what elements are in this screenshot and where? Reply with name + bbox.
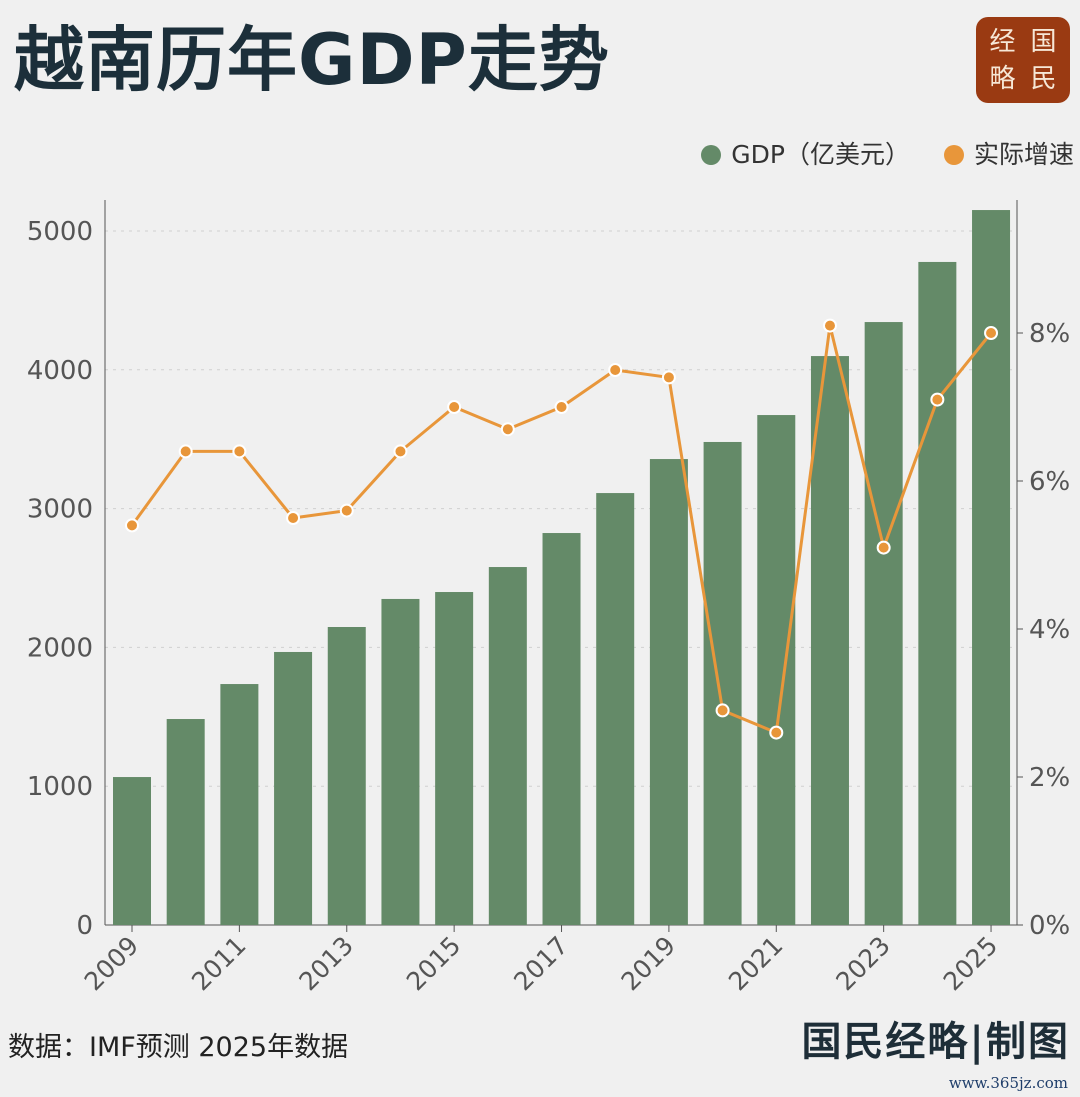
y-tick-label-left: 4000 [27, 356, 93, 386]
y-tick-label-left: 1000 [27, 772, 93, 802]
gdp-bar-2018 [596, 493, 635, 925]
gdp-bar-2013 [327, 626, 366, 925]
brand-signature: 国民经略|制图 [801, 1018, 1070, 1065]
gdp-bar-2021 [757, 415, 796, 925]
gdp-bar-2009 [113, 777, 151, 925]
y-tick-label-left: 5000 [27, 217, 93, 247]
growth-point-2017 [554, 400, 569, 414]
gdp-bar-2019 [649, 459, 688, 925]
x-tick-label: 2013 [294, 931, 359, 996]
growth-point-2013 [339, 503, 354, 518]
gdp-bar-2016 [488, 567, 527, 925]
growth-point-2022 [822, 318, 837, 333]
brand-logo: 经 国 略 民 [976, 17, 1070, 103]
logo-char: 略 [989, 63, 1016, 94]
growth-point-2025 [984, 326, 999, 340]
gdp-bar-2023 [864, 322, 903, 925]
x-tick-label: 2011 [186, 931, 251, 996]
logo-char: 民 [1030, 63, 1057, 94]
legend-item-gdp: GDP（亿美元） [701, 140, 910, 170]
y-tick-label-right: 0% [1029, 911, 1070, 941]
y-tick-label-left: 2000 [27, 633, 93, 663]
growth-point-2010 [178, 444, 193, 459]
x-tick-label: 2021 [723, 931, 788, 996]
legend-marker [943, 145, 964, 165]
growth-point-2012 [286, 511, 301, 525]
growth-point-2011 [232, 444, 247, 459]
growth-point-2023 [876, 540, 891, 555]
gdp-bar-2024 [918, 261, 957, 925]
gdp-bar-2020 [703, 441, 742, 925]
gdp-bar-2011 [220, 684, 259, 925]
legend-item-growth: 实际增速 [943, 140, 1074, 170]
legend-label: 实际增速 [973, 140, 1074, 169]
gdp-bar-2025 [972, 210, 1011, 925]
growth-point-2021 [769, 725, 784, 740]
growth-point-2018 [608, 363, 623, 377]
logo-char: 经 [989, 26, 1016, 57]
watermark-url: www.365jz.com [948, 1074, 1068, 1092]
y-tick-label-right: 8% [1029, 319, 1070, 349]
legend: GDP（亿美元） 实际增速 [701, 140, 1074, 170]
gdp-bar-2015 [435, 592, 474, 925]
logo-char: 国 [1030, 26, 1057, 57]
y-tick-label-right: 4% [1029, 615, 1070, 645]
growth-point-2024 [930, 392, 945, 407]
source-note: 数据：IMF预测 2025年数据 [8, 1032, 349, 1063]
gdp-bar-2010 [166, 719, 205, 925]
growth-point-2016 [500, 422, 515, 437]
y-tick-label-right: 2% [1029, 763, 1070, 793]
growth-point-2009 [125, 518, 139, 533]
legend-label: GDP（亿美元） [731, 140, 910, 169]
growth-point-2019 [661, 370, 676, 385]
gdp-bar-2012 [274, 651, 313, 925]
growth-point-2015 [447, 400, 462, 414]
x-tick-label: 2025 [938, 931, 1003, 996]
gdp-bar-2017 [542, 533, 581, 925]
x-tick-label: 2015 [401, 931, 466, 996]
y-tick-label-right: 6% [1029, 467, 1070, 497]
x-tick-label: 2017 [508, 931, 573, 996]
growth-point-2014 [393, 444, 408, 459]
page-title: 越南历年GDP走势 [14, 19, 610, 101]
x-tick-label: 2019 [616, 931, 681, 996]
y-tick-label-left: 3000 [27, 495, 93, 525]
growth-point-2020 [715, 703, 730, 718]
gdp-bar-2022 [810, 356, 849, 925]
gdp-bar-2014 [381, 598, 420, 925]
y-tick-label-left: 0 [76, 911, 93, 941]
x-tick-label: 2023 [830, 931, 895, 996]
legend-marker [701, 145, 722, 165]
